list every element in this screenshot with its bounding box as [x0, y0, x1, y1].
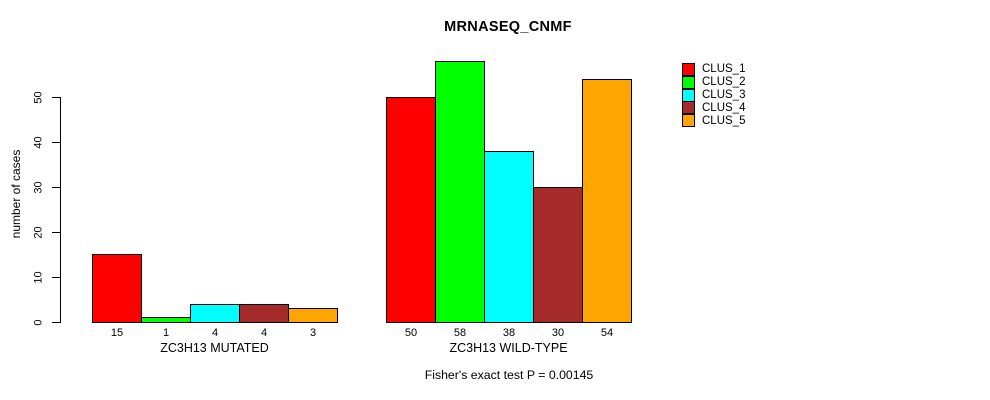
statistical-annotation: Fisher's exact test P = 0.00145	[424, 368, 594, 382]
y-axis-line	[60, 97, 61, 323]
legend-label: CLUS_2	[702, 76, 746, 89]
y-tick-mark	[52, 96, 60, 98]
bar-value-label: 4	[260, 327, 268, 339]
bar-value-label: 1	[162, 327, 170, 339]
bar-value-label: 50	[404, 327, 418, 339]
legend-label: CLUS_4	[702, 101, 746, 114]
y-axis-title: number of cases	[9, 149, 23, 239]
legend-swatch-icon	[682, 88, 695, 102]
legend-swatch-icon	[682, 114, 695, 128]
bar-value-label: 38	[502, 327, 516, 339]
y-tick-label: 30	[32, 180, 45, 194]
y-tick-label: 20	[32, 225, 45, 239]
legend-label: CLUS_5	[702, 114, 746, 127]
y-tick-label: 50	[32, 90, 45, 104]
bar-value-label: 4	[211, 327, 219, 339]
bar-clus_4-wild-type	[533, 187, 583, 323]
legend-swatch-icon	[682, 101, 695, 115]
legend-swatch-icon	[682, 62, 695, 76]
bar-clus_2-wild-type	[435, 61, 485, 323]
legend-label: CLUS_1	[702, 63, 746, 76]
bar-value-label: 15	[110, 327, 124, 339]
bar-clus_3-wild-type	[484, 151, 534, 323]
y-tick-label: 0	[32, 318, 45, 326]
bar-clus_1-mutated	[92, 254, 142, 323]
legend-entry-clus_1: CLUS_1	[682, 62, 746, 76]
y-tick-mark	[52, 141, 60, 143]
bar-clus_4-mutated	[239, 304, 289, 323]
y-tick-mark	[52, 186, 60, 188]
bar-clus_2-mutated	[141, 317, 191, 323]
bar-clus_1-wild-type	[386, 97, 436, 323]
y-tick-mark	[52, 231, 60, 233]
group-label-wild-type: ZC3H13 WILD-TYPE	[449, 341, 568, 355]
bar-value-label: 3	[309, 327, 317, 339]
bar-clus_3-mutated	[190, 304, 240, 323]
y-tick-mark	[52, 276, 60, 278]
legend: CLUS_1 CLUS_2 CLUS_3 CLUS_4 CLUS_5	[682, 62, 746, 128]
bar-clus_5-mutated	[288, 308, 338, 323]
bar-value-label: 30	[551, 327, 565, 339]
legend-entry-clus_4: CLUS_4	[682, 101, 746, 115]
legend-entry-clus_2: CLUS_2	[682, 75, 746, 89]
legend-entry-clus_5: CLUS_5	[682, 114, 746, 128]
legend-label: CLUS_3	[702, 88, 746, 101]
y-tick-mark	[52, 321, 60, 323]
y-tick-label: 40	[32, 135, 45, 149]
bar-clus_5-wild-type	[582, 79, 632, 323]
chart-title: MRNASEQ_CNMF	[444, 19, 572, 35]
legend-swatch-icon	[682, 75, 695, 89]
bar-value-label: 58	[453, 327, 467, 339]
legend-entry-clus_3: CLUS_3	[682, 88, 746, 102]
group-label-mutated: ZC3H13 MUTATED	[160, 341, 269, 355]
y-tick-label: 10	[32, 270, 45, 284]
bar-value-label: 54	[600, 327, 614, 339]
